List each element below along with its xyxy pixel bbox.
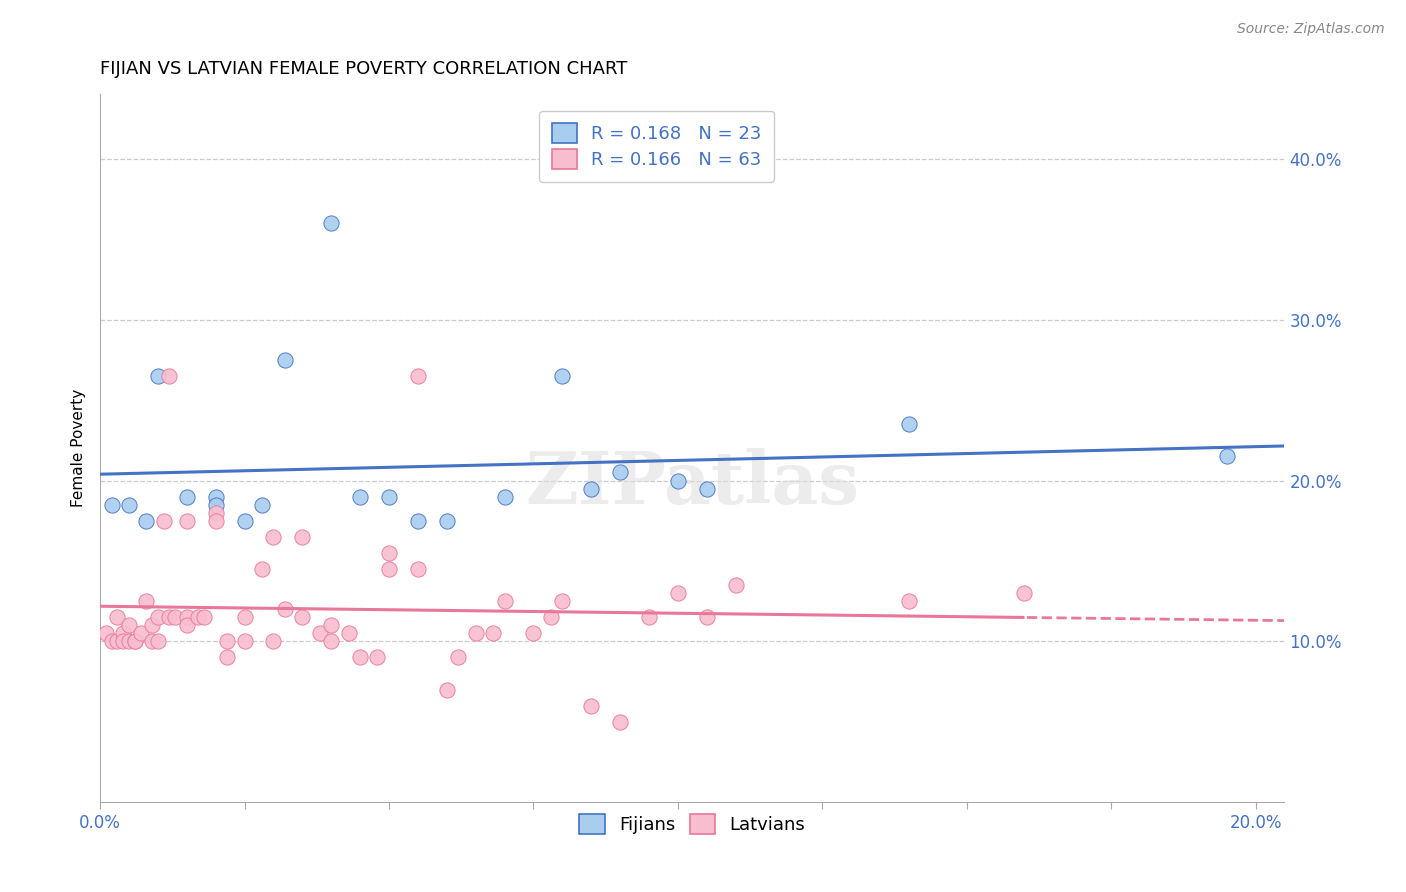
- Point: [274, 352, 297, 367]
- Point: [135, 594, 157, 608]
- Point: [321, 618, 343, 632]
- Point: [406, 562, 429, 576]
- Point: [337, 626, 360, 640]
- Point: [436, 514, 458, 528]
- Point: [159, 610, 181, 624]
- Point: [609, 466, 631, 480]
- Point: [1215, 450, 1237, 464]
- Point: [141, 618, 163, 632]
- Point: [118, 498, 141, 512]
- Point: [233, 610, 256, 624]
- Point: [522, 626, 544, 640]
- Point: [291, 530, 314, 544]
- Point: [204, 506, 226, 520]
- Point: [696, 482, 718, 496]
- Point: [94, 626, 117, 640]
- Point: [378, 562, 401, 576]
- Text: FIJIAN VS LATVIAN FEMALE POVERTY CORRELATION CHART: FIJIAN VS LATVIAN FEMALE POVERTY CORRELA…: [100, 60, 627, 78]
- Point: [204, 490, 226, 504]
- Point: [436, 682, 458, 697]
- Point: [124, 634, 146, 648]
- Point: [176, 514, 198, 528]
- Point: [262, 530, 284, 544]
- Point: [262, 634, 284, 648]
- Point: [447, 650, 470, 665]
- Point: [696, 610, 718, 624]
- Point: [274, 602, 297, 616]
- Point: [176, 490, 198, 504]
- Point: [141, 634, 163, 648]
- Point: [187, 610, 209, 624]
- Point: [250, 562, 273, 576]
- Point: [135, 514, 157, 528]
- Y-axis label: Female Poverty: Female Poverty: [72, 389, 86, 508]
- Point: [609, 714, 631, 729]
- Point: [204, 498, 226, 512]
- Point: [406, 514, 429, 528]
- Point: [118, 634, 141, 648]
- Point: [176, 610, 198, 624]
- Point: [118, 618, 141, 632]
- Point: [464, 626, 486, 640]
- Point: [897, 594, 920, 608]
- Point: [146, 610, 169, 624]
- Point: [321, 634, 343, 648]
- Point: [146, 634, 169, 648]
- Point: [217, 634, 239, 648]
- Text: Source: ZipAtlas.com: Source: ZipAtlas.com: [1237, 22, 1385, 37]
- Point: [1014, 586, 1036, 600]
- Point: [129, 626, 152, 640]
- Point: [233, 634, 256, 648]
- Point: [112, 634, 135, 648]
- Point: [321, 216, 343, 230]
- Point: [308, 626, 330, 640]
- Point: [159, 368, 181, 383]
- Point: [897, 417, 920, 432]
- Point: [638, 610, 661, 624]
- Point: [112, 626, 135, 640]
- Point: [107, 610, 129, 624]
- Point: [366, 650, 388, 665]
- Point: [233, 514, 256, 528]
- Point: [406, 368, 429, 383]
- Point: [100, 498, 122, 512]
- Point: [217, 650, 239, 665]
- Point: [666, 474, 689, 488]
- Point: [579, 698, 602, 713]
- Point: [378, 490, 401, 504]
- Point: [107, 634, 129, 648]
- Point: [666, 586, 689, 600]
- Point: [100, 634, 122, 648]
- Point: [291, 610, 314, 624]
- Point: [494, 594, 516, 608]
- Point: [378, 546, 401, 560]
- Point: [551, 368, 574, 383]
- Point: [349, 650, 371, 665]
- Point: [494, 490, 516, 504]
- Point: [204, 514, 226, 528]
- Point: [152, 514, 174, 528]
- Point: [176, 618, 198, 632]
- Point: [551, 594, 574, 608]
- Point: [540, 610, 562, 624]
- Text: ZIPatlas: ZIPatlas: [526, 449, 859, 519]
- Point: [250, 498, 273, 512]
- Legend: Fijians, Latvians: Fijians, Latvians: [571, 805, 814, 843]
- Point: [482, 626, 505, 640]
- Point: [724, 578, 747, 592]
- Point: [193, 610, 215, 624]
- Point: [146, 368, 169, 383]
- Point: [579, 482, 602, 496]
- Point: [349, 490, 371, 504]
- Point: [165, 610, 187, 624]
- Point: [124, 634, 146, 648]
